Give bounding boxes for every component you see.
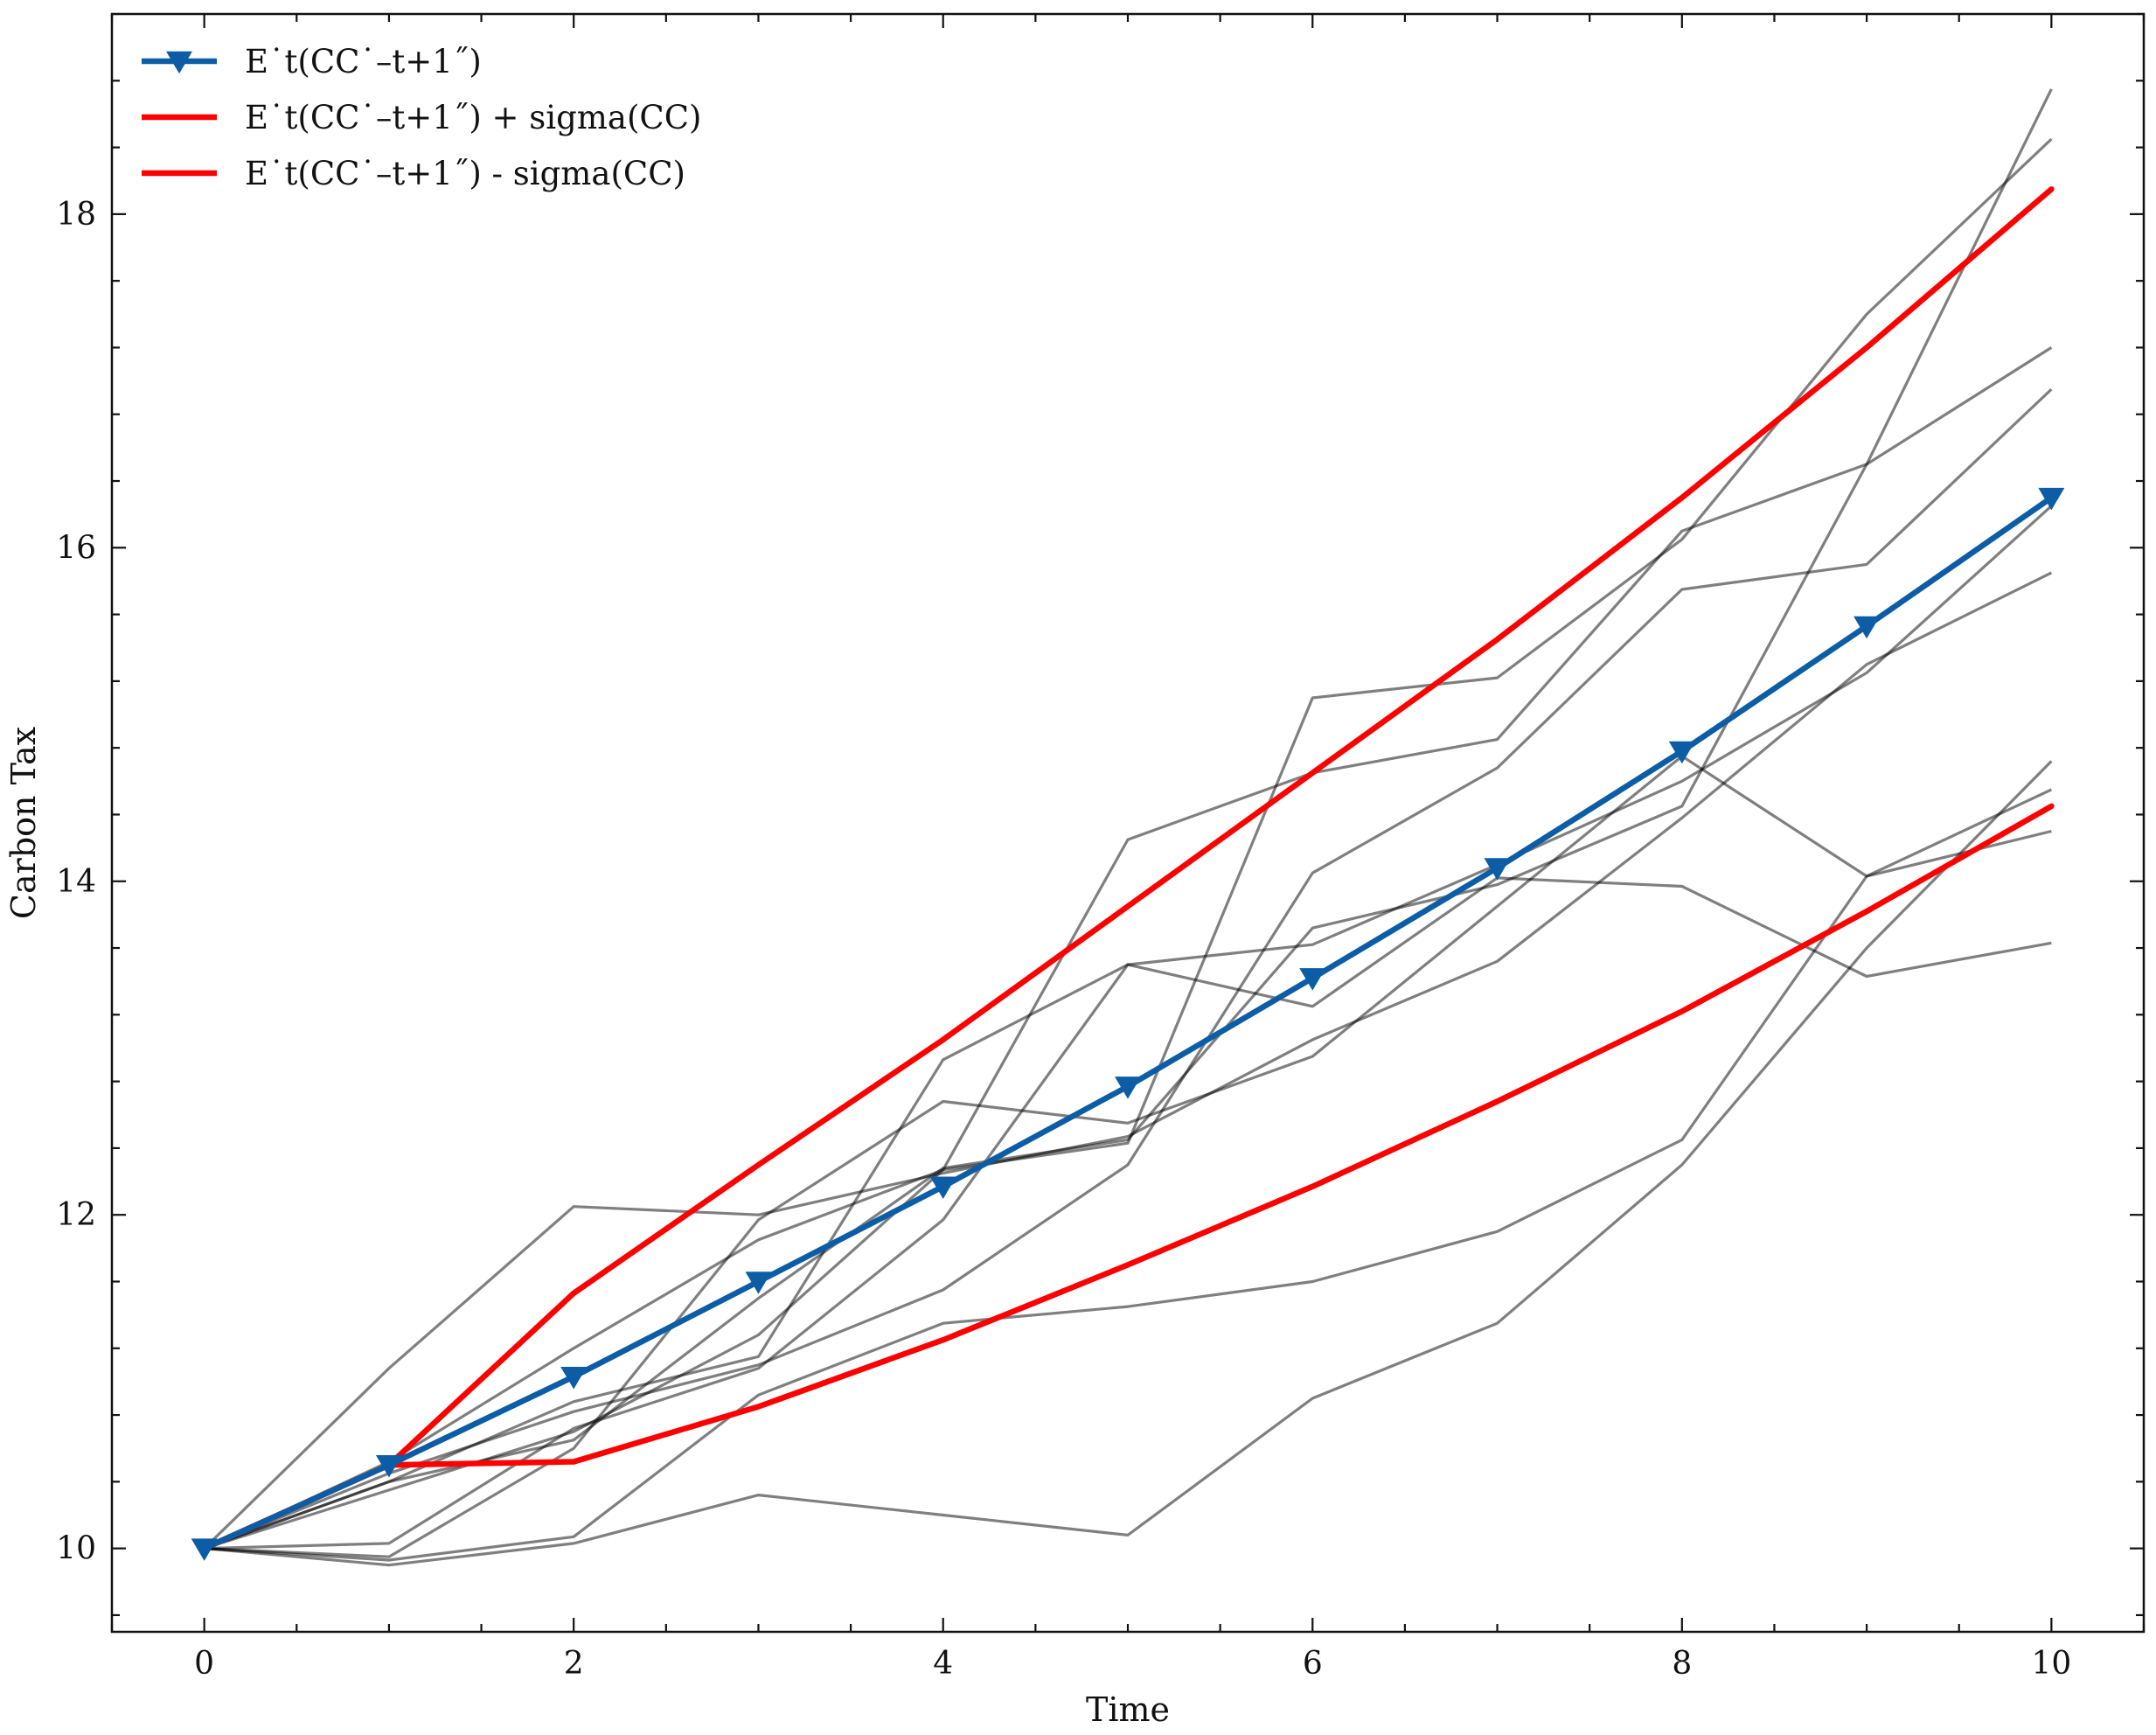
legend-item-lower: E˙t(CC˙–t+1˝) - sigma(CC) [142, 155, 685, 192]
data-point-marker [1668, 741, 1695, 764]
legend-label-upper: E˙t(CC˙–t+1˝) + sigma(CC) [245, 99, 701, 136]
y-tick-label: 12 [56, 1197, 96, 1233]
sample-path-line [204, 505, 2053, 1550]
data-point-marker [2038, 487, 2065, 511]
y-tick-label: 16 [56, 530, 96, 566]
sample-path-line [203, 346, 2053, 1550]
legend-marker-mean [166, 51, 192, 74]
sample-path-line [204, 755, 2053, 1558]
sample-path-line [204, 88, 2053, 1550]
data-point-marker [1484, 858, 1511, 881]
x-tick-label: 4 [933, 1646, 953, 1682]
series-line-lower [201, 803, 2055, 1551]
legend-item-upper: E˙t(CC˙–t+1˝) + sigma(CC) [142, 99, 701, 136]
sample-path-line [203, 571, 2053, 1550]
data-point-marker [191, 1538, 218, 1561]
y-tick-label: 10 [56, 1531, 96, 1567]
x-axis-label: Time [1086, 1690, 1170, 1729]
x-tick-label: 0 [194, 1646, 214, 1682]
legend-label-mean: E˙t(CC˙–t+1˝) [245, 43, 482, 80]
sample-path-line [204, 829, 2052, 1562]
sample-paths [203, 88, 2053, 1567]
data-point-marker [1853, 616, 1881, 639]
x-tick-label: 2 [564, 1646, 584, 1682]
data-point-marker [929, 1176, 956, 1200]
series-markers [191, 487, 2065, 1561]
data-point-marker [1115, 1077, 1141, 1099]
x-tick-label: 8 [1672, 1646, 1692, 1682]
sample-path-line [204, 760, 2053, 1567]
x-tick-label: 10 [2031, 1646, 2071, 1682]
series-line-upper [201, 186, 2055, 1551]
sample-path-line [204, 137, 2053, 1550]
data-point-marker [375, 1455, 402, 1478]
y-tick-label: 18 [56, 197, 96, 233]
sample-path-line [203, 387, 2053, 1550]
data-point-marker [560, 1366, 588, 1390]
legend-label-lower: E˙t(CC˙–t+1˝) - sigma(CC) [245, 155, 685, 192]
tick-labels: 0 2 4 6 8 10 10 12 14 16 18 [56, 197, 2071, 1682]
x-tick-label: 6 [1303, 1646, 1323, 1682]
data-point-marker [1299, 968, 1326, 991]
y-axis-label: Carbon Tax [4, 727, 43, 919]
axis-ticks [110, 12, 2146, 1632]
legend: E˙t(CC˙–t+1˝) E˙t(CC˙–t+1˝) + sigma(CC) … [142, 43, 701, 192]
data-point-marker [745, 1272, 772, 1294]
y-tick-label: 14 [56, 864, 96, 900]
legend-item-mean: E˙t(CC˙–t+1˝) [142, 43, 482, 80]
